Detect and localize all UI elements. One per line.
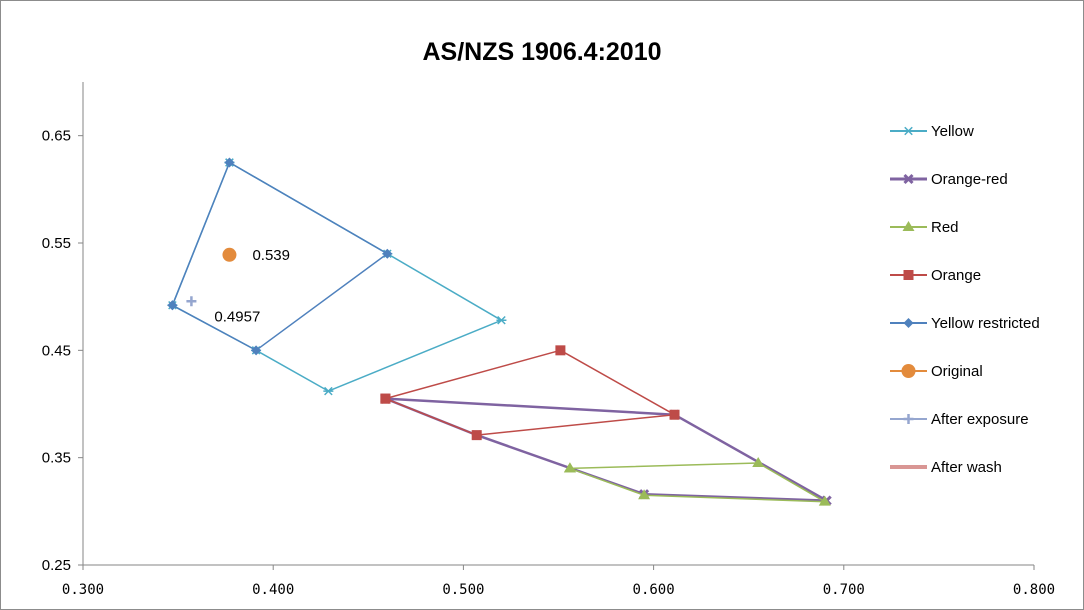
x-tick-label: 0.500: [442, 582, 484, 598]
square-marker-shape: [903, 270, 914, 280]
series-orange-red: [380, 393, 832, 506]
series-yellow-restricted: [167, 157, 393, 356]
data-point-orange: [669, 409, 680, 420]
series-red: [563, 457, 831, 506]
data-point-red: [752, 457, 765, 468]
series-yellow: [167, 158, 507, 396]
triangle-marker-shape: [818, 495, 831, 506]
triangle-marker-shape: [638, 489, 651, 500]
triangle-marker-shape: [752, 457, 765, 468]
legend-label-red: Red: [931, 219, 959, 236]
data-point-after-exposure: [186, 296, 197, 307]
legend-item-yellow-restricted: Yellow restricted: [890, 315, 1040, 332]
series-after-exposure: [186, 296, 197, 307]
data-point-red: [818, 495, 831, 506]
legend-marker-after-exposure: [903, 414, 914, 424]
asterisk-marker-shape: [496, 315, 507, 325]
x-tick-label: 0.400: [252, 582, 294, 598]
legend-item-after-exposure: After exposure: [890, 411, 1029, 428]
data-point-red: [563, 462, 576, 473]
diamond-marker-shape: [251, 345, 262, 356]
diamond-marker-shape: [903, 318, 914, 328]
legend-marker-yellow: [903, 126, 914, 136]
legend-item-original: Original: [890, 363, 983, 380]
triangle-marker-shape: [902, 221, 915, 231]
x-tick-label: 0.800: [1013, 582, 1055, 598]
legend-label-yellow-restricted: Yellow restricted: [931, 315, 1040, 332]
chart-title: AS/NZS 1906.4:2010: [422, 38, 662, 66]
legend-marker-orange-red: [903, 173, 914, 185]
data-point-orange: [380, 393, 391, 404]
legend-label-after-exposure: After exposure: [931, 411, 1029, 428]
legend-marker-yellow-restricted: [903, 318, 914, 328]
data-point-yellow-restricted: [224, 157, 235, 168]
legend-marker-orange: [903, 270, 914, 280]
square-marker-shape: [471, 430, 482, 441]
y-tick-label: 0.35: [42, 450, 71, 467]
legend-item-red: Red: [890, 219, 959, 236]
data-point-yellow-restricted: [251, 345, 262, 356]
data-point-orange: [471, 430, 482, 441]
data-point-orange: [555, 345, 566, 356]
x-tick-label: 0.700: [823, 582, 865, 598]
series-original: [222, 247, 237, 262]
data-point-yellow-restricted: [382, 248, 393, 259]
plus-marker-shape: [903, 414, 914, 424]
square-marker-shape: [380, 393, 391, 404]
legend-item-after-wash: After wash: [890, 459, 1002, 476]
legend-item-orange-red: Orange-red: [890, 171, 1008, 188]
y-tick-label: 0.65: [42, 128, 71, 145]
diamond-marker-shape: [167, 300, 178, 311]
legend-marker-original: [901, 364, 916, 378]
data-point-red: [638, 489, 651, 500]
data-point-yellow: [323, 386, 334, 396]
x-tick-label: 0.600: [633, 582, 675, 598]
series-line-yellow: [171, 161, 503, 392]
series-line-orange-red: [384, 397, 828, 502]
x-marker-shape: [903, 173, 914, 185]
legend-label-after-wash: After wash: [931, 459, 1002, 476]
circle-marker-shape: [901, 364, 916, 378]
circle-marker-shape: [222, 247, 237, 262]
y-tick-label: 0.45: [42, 342, 71, 359]
diamond-marker-shape: [224, 157, 235, 168]
axes-layer: 0.25 0.35 0.45 0.55 0.65 0.300 0.400 0.500 0.600…: [42, 82, 1055, 598]
plus-marker-shape: [186, 296, 197, 307]
asterisk-marker-shape: [903, 126, 914, 136]
data-point-yellow: [496, 315, 507, 325]
legend-item-orange: Orange: [890, 267, 981, 284]
data-point-yellow-restricted: [167, 300, 178, 311]
square-marker-shape: [555, 345, 566, 356]
y-tick-label: 0.25: [42, 557, 71, 574]
diamond-marker-shape: [382, 248, 393, 259]
data-label: 0.4957: [214, 308, 260, 325]
legend-label-original: Original: [931, 363, 983, 380]
data-point-original: [222, 247, 237, 262]
y-tick-label: 0.55: [42, 235, 71, 252]
legend-label-yellow: Yellow: [931, 123, 974, 140]
square-marker-shape: [669, 409, 680, 420]
legend-item-yellow: Yellow: [890, 123, 974, 140]
annotation-layer: 0.539 0.4957: [214, 247, 290, 325]
legend: Yellow Orange-red Red Orange Yellow restrict…: [890, 123, 1040, 476]
triangle-marker-shape: [563, 462, 576, 473]
series-line-orange: [385, 349, 676, 436]
data-label: 0.539: [252, 247, 290, 264]
series-layer: [167, 157, 832, 506]
series-orange: [380, 345, 680, 441]
asterisk-marker-shape: [323, 386, 334, 396]
legend-label-orange-red: Orange-red: [931, 171, 1008, 188]
x-tick-label: 0.300: [62, 582, 104, 598]
legend-label-orange: Orange: [931, 267, 981, 284]
legend-marker-red: [902, 221, 915, 231]
